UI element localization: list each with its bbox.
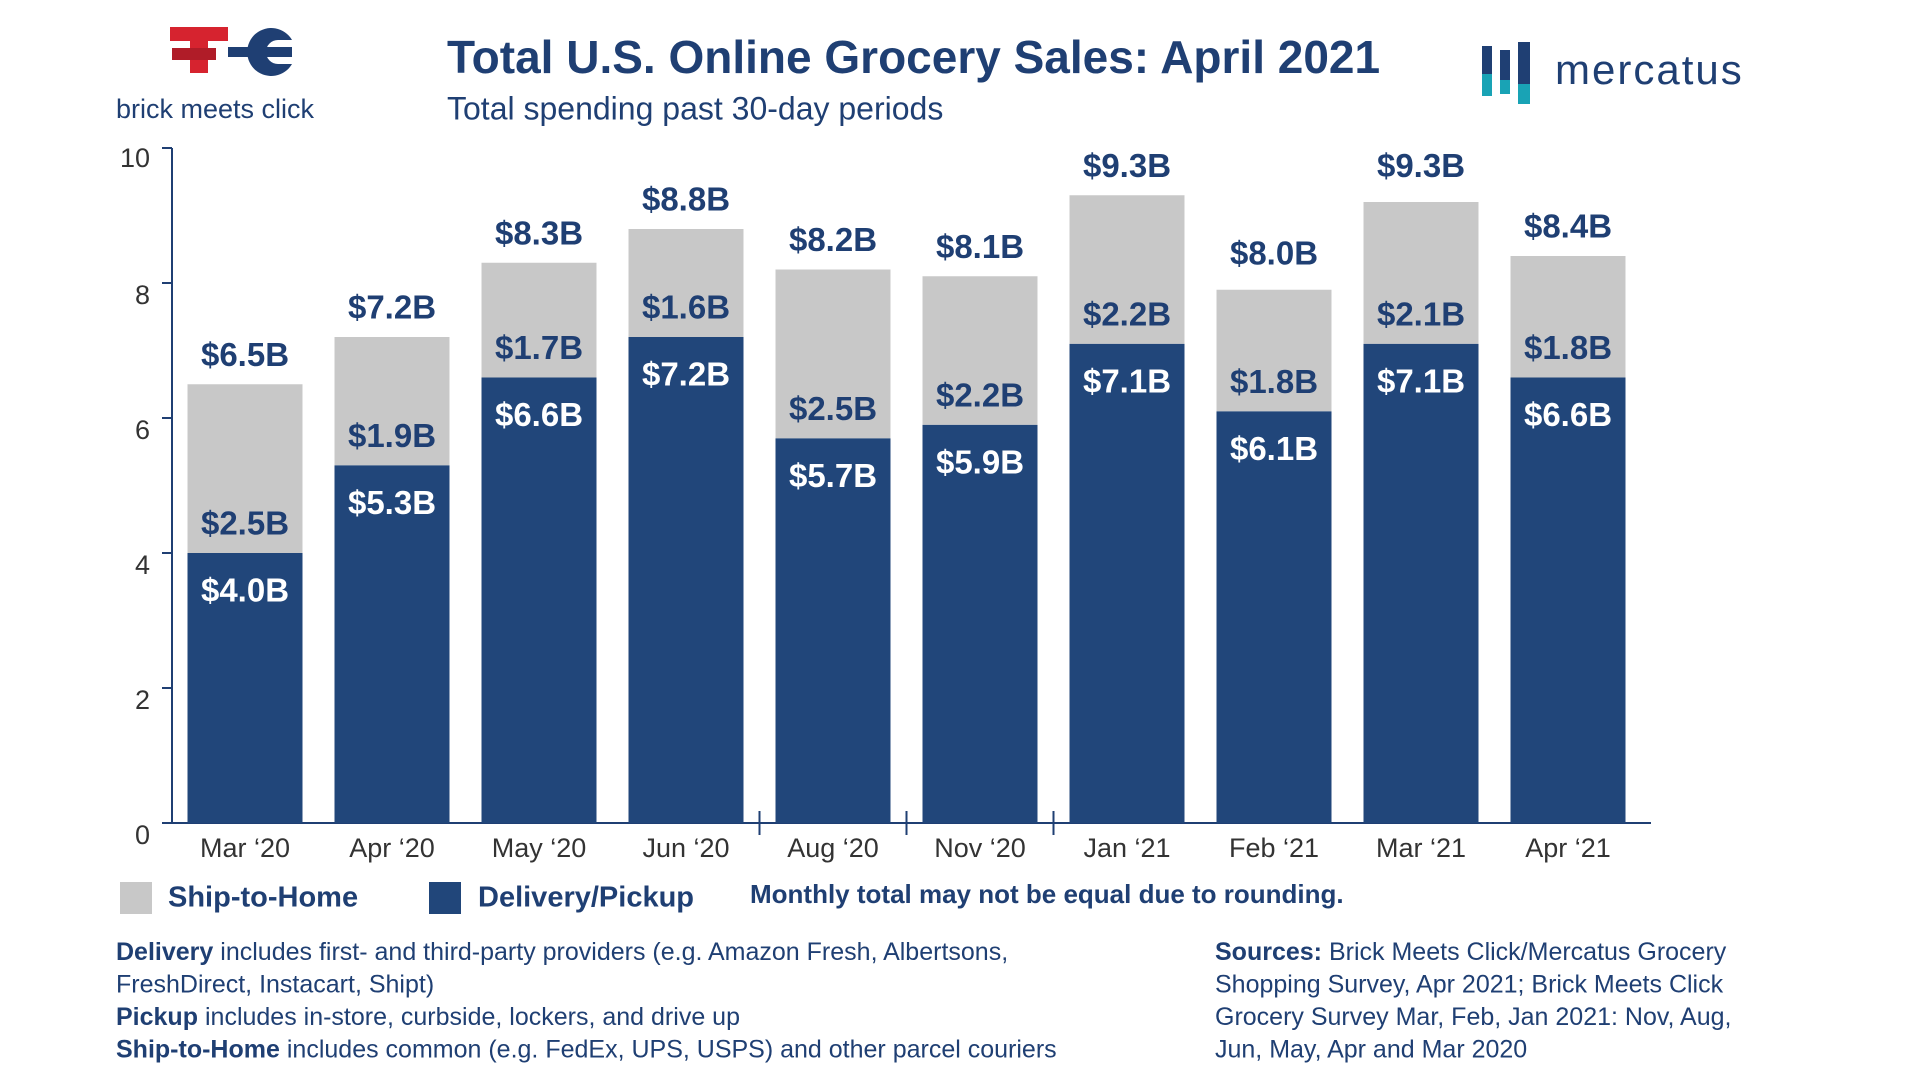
footnote: Delivery includes first- and third-party …: [116, 938, 1008, 966]
bar-segment: [481, 262, 597, 378]
value-label: $2.2B: [936, 376, 1024, 413]
total-label: $9.3B: [1377, 147, 1465, 184]
bar-segment: [187, 384, 303, 553]
value-label: $7.2B: [642, 356, 730, 393]
value-label: $6.6B: [495, 396, 583, 433]
y-tick-label: 6: [135, 415, 150, 445]
value-label: $2.2B: [1083, 295, 1171, 332]
bar-segment: [334, 465, 450, 823]
bar-segment: [1510, 256, 1626, 378]
mercatus-logo: [1482, 42, 1530, 104]
x-tick-label: Aug ‘20: [787, 833, 879, 863]
total-label: $9.3B: [1083, 147, 1171, 184]
x-tick-label: Apr ‘20: [349, 833, 435, 863]
bar-segment: [775, 438, 891, 823]
value-label: $1.8B: [1230, 363, 1318, 400]
total-label: $8.4B: [1524, 208, 1612, 245]
legend-swatch: [429, 882, 461, 914]
footnote-text: Jun, May, Apr and Mar 2020: [1215, 1035, 1527, 1063]
y-tick-label: 4: [135, 550, 150, 580]
bar-segment: [628, 229, 744, 337]
chart-title: Total U.S. Online Grocery Sales: April 2…: [447, 31, 1380, 83]
x-tick-label: Apr ‘21: [1525, 833, 1611, 863]
total-label: $8.1B: [936, 228, 1024, 265]
total-label: $8.8B: [642, 181, 730, 218]
footnote: Sources: Brick Meets Click/Mercatus Groce…: [1215, 938, 1727, 966]
brand-right: mercatus: [1555, 46, 1744, 93]
footnote-term: Ship-to-Home: [116, 1035, 280, 1063]
footnote-text: Brick Meets Click/Mercatus Grocery: [1329, 938, 1727, 966]
value-label: $7.1B: [1377, 362, 1465, 399]
y-tick-label: 10: [120, 143, 150, 173]
brand-left: brick meets click: [116, 94, 315, 124]
bar-segment: [1363, 202, 1479, 344]
value-label: $5.9B: [936, 443, 1024, 480]
bar-segment: [1069, 343, 1185, 823]
bar-segment: [481, 377, 597, 823]
y-tick-label: 8: [135, 280, 150, 310]
footnote-text: includes first- and third-party provider…: [220, 938, 1008, 966]
bar-segment: [1510, 377, 1626, 823]
footnote-term: Sources:: [1215, 938, 1322, 966]
x-tick-label: Mar ‘21: [1376, 833, 1466, 863]
bmc-logo: [170, 27, 292, 76]
value-label: $4.0B: [201, 572, 289, 609]
x-tick-label: Feb ‘21: [1229, 833, 1319, 863]
chart-subtitle: Total spending past 30-day periods: [447, 90, 943, 126]
bar-segment: [1069, 195, 1185, 344]
legend-label: Ship-to-Home: [168, 882, 358, 914]
bar-segment: [628, 337, 744, 823]
footnote-text: includes in-store, curbside, lockers, an…: [205, 1003, 740, 1031]
legend-swatch: [120, 882, 152, 914]
x-tick-label: Nov ‘20: [934, 833, 1026, 863]
total-label: $8.3B: [495, 214, 583, 251]
value-label: $1.8B: [1524, 329, 1612, 366]
y-tick-label: 2: [135, 685, 150, 715]
bar-segment: [775, 269, 891, 439]
footnote: Pickup includes in-store, curbside, locke…: [116, 1003, 740, 1031]
bar-segment: [187, 553, 303, 823]
bar-segment: [1363, 343, 1479, 823]
x-tick-label: May ‘20: [492, 833, 587, 863]
bar-segment: [922, 276, 1038, 425]
footnote: Grocery Survey Mar, Feb, Jan 2021: Nov, …: [1215, 1003, 1731, 1031]
x-tick-label: Mar ‘20: [200, 833, 290, 863]
bar-segment: [334, 337, 450, 466]
footnote: Jun, May, Apr and Mar 2020: [1215, 1035, 1527, 1063]
value-label: $1.7B: [495, 329, 583, 366]
footnote: Ship-to-Home includes common (e.g. FedEx,…: [116, 1035, 1057, 1063]
value-label: $2.5B: [789, 390, 877, 427]
footnote-text: includes common (e.g. FedEx, UPS, USPS) …: [287, 1035, 1057, 1063]
legend-label: Delivery/Pickup: [478, 882, 694, 914]
value-label: $5.7B: [789, 457, 877, 494]
footnote: Shopping Survey, Apr 2021; Brick Meets C…: [1215, 970, 1724, 998]
total-label: $8.0B: [1230, 235, 1318, 272]
x-tick-label: Jun ‘20: [642, 833, 729, 863]
x-tick-label: Jan ‘21: [1083, 833, 1170, 863]
bar-segment: [1216, 289, 1332, 412]
value-label: $7.1B: [1083, 362, 1171, 399]
value-label: $6.1B: [1230, 430, 1318, 467]
footnote-text: Shopping Survey, Apr 2021; Brick Meets C…: [1215, 970, 1724, 998]
bar-segment: [922, 424, 1038, 823]
total-label: $6.5B: [201, 336, 289, 373]
footnote-text: Grocery Survey Mar, Feb, Jan 2021: Nov, …: [1215, 1003, 1731, 1031]
footnote-term: Delivery: [116, 938, 213, 966]
total-label: $8.2B: [789, 221, 877, 258]
bar-segment: [1216, 411, 1332, 823]
value-label: $2.1B: [1377, 295, 1465, 332]
value-label: $2.5B: [201, 505, 289, 542]
total-label: $7.2B: [348, 289, 436, 326]
footnote: FreshDirect, Instacart, Shipt): [116, 970, 434, 998]
value-label: $1.9B: [348, 417, 436, 454]
value-label: $1.6B: [642, 289, 730, 326]
footnote-text: FreshDirect, Instacart, Shipt): [116, 970, 434, 998]
note: Monthly total may not be equal due to ro…: [750, 879, 1344, 909]
y-tick-label: 0: [135, 820, 150, 850]
footnote-term: Pickup: [116, 1003, 198, 1031]
value-label: $6.6B: [1524, 396, 1612, 433]
value-label: $5.3B: [348, 484, 436, 521]
